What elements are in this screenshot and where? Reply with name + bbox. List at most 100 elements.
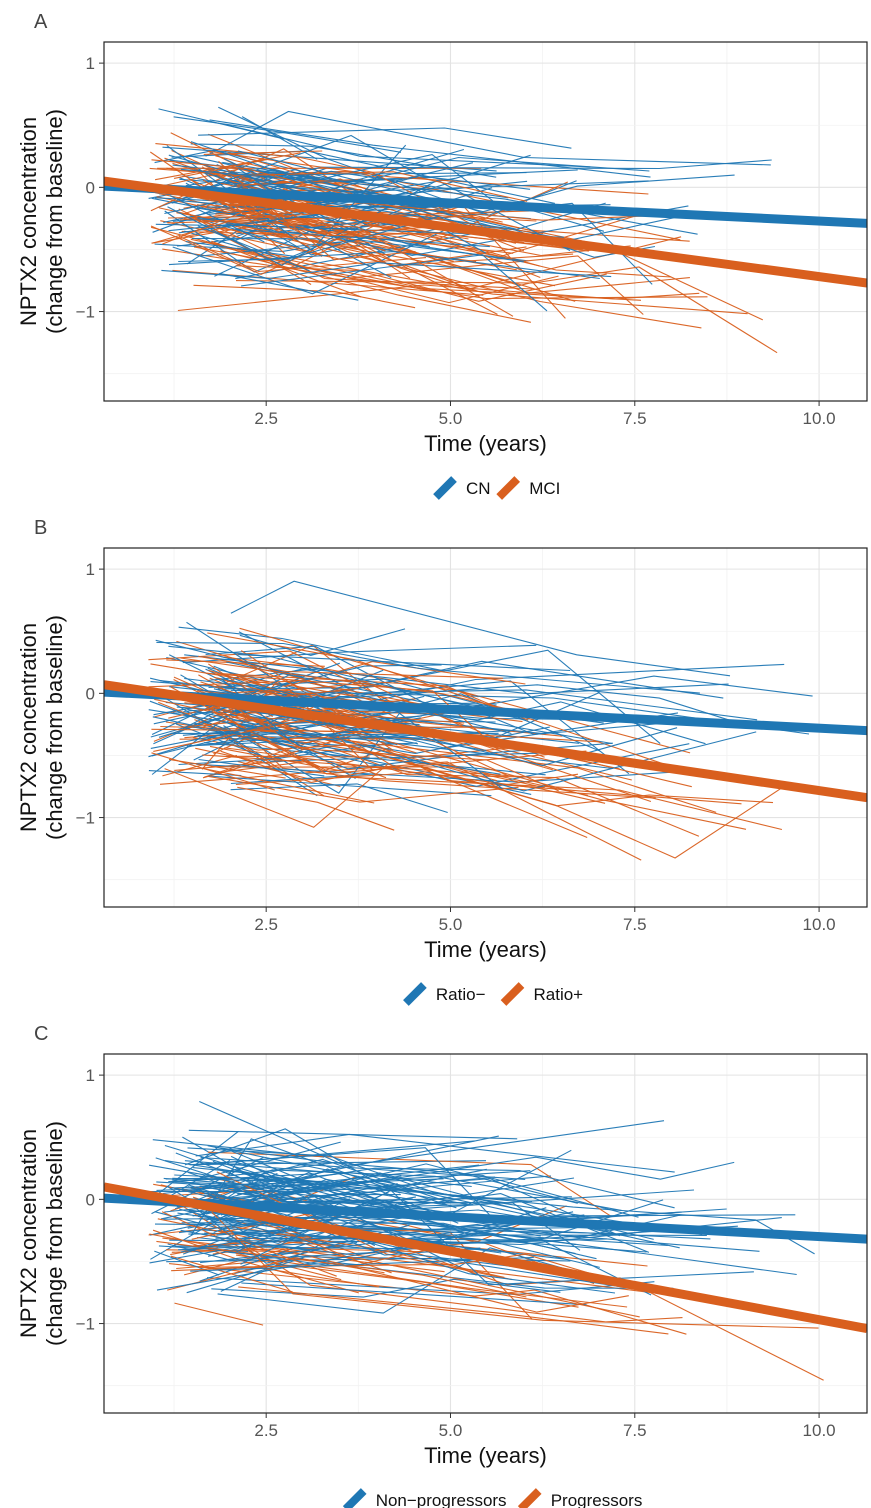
subject-trace-group2 bbox=[159, 761, 642, 861]
subject-traces bbox=[148, 106, 778, 354]
subject-trace-group1 bbox=[207, 1145, 796, 1217]
subject-trace-group1 bbox=[170, 732, 423, 739]
legend-item: Non−progressors bbox=[342, 1488, 507, 1508]
subject-trace-group1 bbox=[154, 1223, 450, 1233]
y-tick-label: 0 bbox=[86, 178, 95, 197]
subject-trace-group2 bbox=[216, 1171, 513, 1281]
legend-key-thin bbox=[408, 986, 421, 999]
legend-key-thin bbox=[348, 1492, 361, 1505]
subject-trace-group1 bbox=[156, 641, 700, 694]
plot-border bbox=[103, 41, 868, 402]
subject-trace-group1 bbox=[195, 1133, 675, 1173]
subject-trace-group1 bbox=[239, 628, 406, 656]
subject-trace-group1 bbox=[185, 240, 302, 258]
subject-trace-group1 bbox=[177, 231, 529, 262]
subject-trace-group2 bbox=[171, 1266, 379, 1288]
trend-lines bbox=[104, 680, 867, 803]
legend-label: Non−progressors bbox=[376, 1491, 507, 1508]
legend: Ratio− Ratio+ bbox=[403, 982, 583, 1006]
subject-trace-group2 bbox=[231, 1236, 629, 1313]
legend-item: Ratio+ bbox=[500, 982, 583, 1006]
legend: Non−progressors Progressors bbox=[342, 1488, 642, 1508]
subject-trace-group1 bbox=[190, 141, 650, 191]
subject-trace-group1 bbox=[231, 162, 474, 187]
plot-border bbox=[103, 1053, 868, 1414]
subject-trace-group1 bbox=[180, 1225, 616, 1294]
subject-trace-group2 bbox=[219, 1204, 427, 1265]
x-axis-title: Time (years) bbox=[424, 1443, 547, 1468]
x-tick-label: 10.0 bbox=[803, 1421, 836, 1440]
subject-trace-group1 bbox=[169, 195, 265, 243]
subject-trace-group1 bbox=[174, 1169, 622, 1211]
x-tick-label: 2.5 bbox=[254, 915, 278, 934]
subject-trace-group1 bbox=[191, 237, 392, 279]
subject-trace-group2 bbox=[208, 150, 649, 195]
subject-trace-group1 bbox=[230, 773, 375, 785]
subject-trace-group2 bbox=[182, 189, 445, 237]
legend: CN MCI bbox=[433, 476, 560, 500]
y-axis-title-line2: (change from baseline) bbox=[42, 1121, 67, 1346]
subject-trace-group2 bbox=[221, 203, 652, 258]
subject-trace-group2 bbox=[193, 284, 416, 309]
trend-lines bbox=[104, 176, 867, 288]
subject-trace-group2 bbox=[168, 758, 286, 779]
x-tick-label: 5.0 bbox=[439, 1421, 463, 1440]
subject-trace-group1 bbox=[235, 1161, 375, 1206]
legend-key-thin bbox=[501, 480, 514, 493]
y-axis-title: NPTX2 concentration (change from baseline… bbox=[16, 615, 67, 840]
subject-trace-group2 bbox=[237, 786, 395, 831]
trend-lines bbox=[104, 1182, 867, 1333]
subject-trace-group2 bbox=[170, 686, 587, 775]
legend-key-1 bbox=[342, 1488, 367, 1508]
subject-trace-group2 bbox=[164, 763, 388, 828]
subject-trace-group1 bbox=[168, 645, 527, 722]
subject-trace-group1 bbox=[161, 262, 612, 280]
panel-label: A bbox=[34, 11, 48, 33]
x-tick-label: 10.0 bbox=[803, 915, 836, 934]
plot-border bbox=[103, 547, 868, 908]
subject-trace-group1 bbox=[198, 758, 325, 777]
subject-trace-group1 bbox=[186, 621, 785, 712]
subject-trace-group2 bbox=[170, 1255, 293, 1293]
x-tick-label: 7.5 bbox=[623, 409, 647, 428]
panel-b: B 2.5 5.0 7.5 10.0 −1 0 1 Time (years) NPTX2 conc… bbox=[0, 506, 871, 1009]
y-tick-label: 1 bbox=[86, 54, 95, 73]
subject-trace-group2 bbox=[151, 752, 275, 791]
subject-trace-group2 bbox=[150, 226, 644, 315]
legend-item: CN bbox=[433, 476, 491, 500]
subject-trace-group1 bbox=[154, 149, 356, 185]
subject-trace-group1 bbox=[198, 127, 572, 149]
subject-trace-group1 bbox=[197, 225, 310, 272]
y-axis-title: NPTX2 concentration (change from baseline… bbox=[16, 109, 67, 334]
subject-trace-group2 bbox=[237, 247, 748, 315]
y-tick-label: 1 bbox=[86, 1066, 95, 1085]
subject-trace-group2 bbox=[167, 1257, 385, 1291]
subject-trace-group2 bbox=[148, 650, 405, 709]
legend-key-2 bbox=[517, 1488, 542, 1508]
subject-trace-group1 bbox=[170, 1181, 448, 1206]
subject-trace-group1 bbox=[178, 215, 440, 263]
subject-trace-group2 bbox=[198, 655, 504, 679]
subject-trace-group1 bbox=[241, 1282, 587, 1306]
subject-trace-group1 bbox=[230, 783, 448, 814]
subject-trace-group1 bbox=[158, 1245, 249, 1253]
legend-item: Progressors bbox=[517, 1488, 642, 1508]
chart-c: C 2.5 5.0 7.5 10.0 −1 0 1 Time (years) NPTX2 conc… bbox=[16, 1023, 868, 1508]
subject-trace-group2 bbox=[211, 1211, 819, 1329]
x-tick-label: 10.0 bbox=[803, 409, 836, 428]
panel-label: C bbox=[34, 1023, 48, 1045]
subject-trace-group1 bbox=[184, 230, 249, 250]
subject-trace-group1 bbox=[148, 1130, 239, 1202]
subject-trace-group2 bbox=[169, 1263, 687, 1335]
subject-trace-group2 bbox=[190, 238, 642, 301]
subject-trace-group2 bbox=[212, 693, 559, 792]
subject-trace-group1 bbox=[235, 228, 496, 280]
trend-line-1 bbox=[104, 687, 867, 736]
y-tick-label: 0 bbox=[86, 1190, 95, 1209]
legend-label: CN bbox=[466, 479, 491, 498]
legend-key-2 bbox=[500, 982, 525, 1006]
subject-trace-group2 bbox=[231, 224, 702, 329]
subject-trace-group1 bbox=[212, 1160, 547, 1247]
legend-key-1 bbox=[433, 476, 457, 500]
subject-trace-group2 bbox=[238, 1286, 669, 1335]
